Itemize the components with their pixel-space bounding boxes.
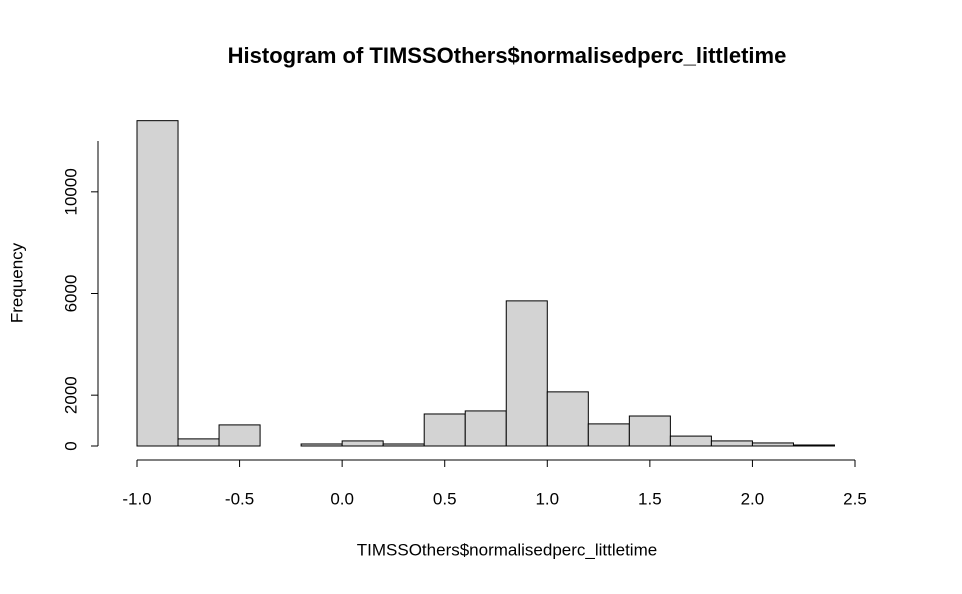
bar [423,413,466,447]
y-tick-label: 6000 [61,275,80,313]
bar [382,443,425,447]
bar [669,435,712,447]
y-axis-label: Frequency [7,242,26,323]
x-tick-label: 0.5 [433,489,457,508]
y-tick-label: 2000 [61,376,80,414]
x-tick-label: 1.0 [535,489,559,508]
bar [300,443,343,447]
bar [136,120,179,447]
bar [546,391,589,447]
x-tick-label: 1.5 [638,489,662,508]
x-tick-label: 2.0 [741,489,765,508]
bar [710,440,753,447]
x-tick-label: -0.5 [225,489,254,508]
y-tick-label: 0 [61,441,80,450]
bar [464,410,507,447]
bar [587,423,630,447]
bar [177,438,220,447]
bar [751,442,794,447]
x-tick-label: 0.0 [330,489,354,508]
chart-title: Histogram of TIMSSOthers$normalisedperc_… [228,43,787,68]
x-tick-label: 2.5 [843,489,867,508]
bar [218,424,261,447]
y-tick-label: 10000 [61,168,80,215]
x-axis-label: TIMSSOthers$normalisedperc_littletime [357,540,657,559]
bar [341,440,384,447]
bar [628,415,671,447]
x-tick-label: -1.0 [122,489,151,508]
bar [505,300,548,447]
bar [792,444,835,447]
